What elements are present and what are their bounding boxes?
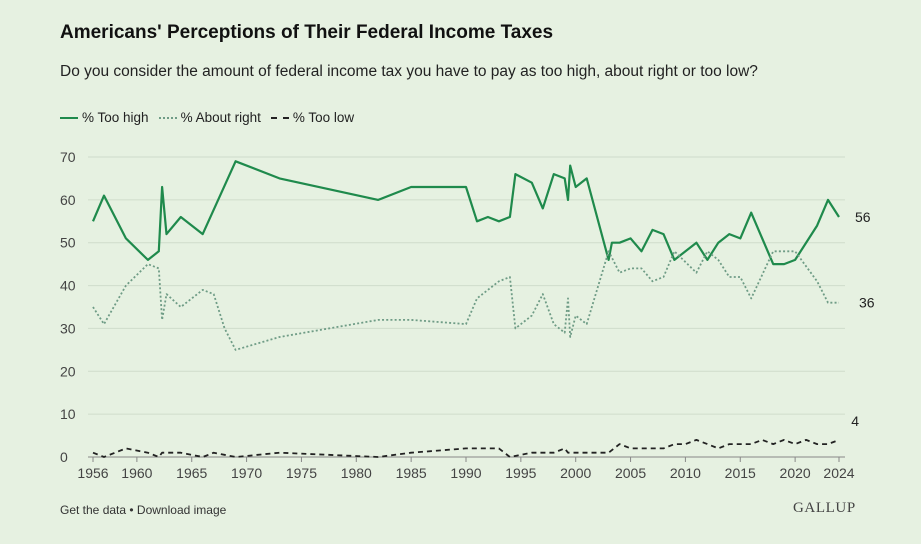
x-tick-label-2024: 2024 — [823, 465, 854, 481]
x-tick-label-1975: 1975 — [286, 465, 317, 481]
chart-subtitle: Do you consider the amount of federal in… — [60, 63, 758, 80]
legend-swatch-dashed — [270, 116, 289, 119]
y-tick-label-60: 60 — [60, 192, 76, 208]
legend-item-about-right: % About right — [158, 110, 261, 125]
end-label-too-high: 56 — [855, 209, 871, 225]
x-tick-label-2005: 2005 — [615, 465, 646, 481]
y-tick-label-40: 40 — [60, 278, 76, 294]
x-tick-label-1985: 1985 — [396, 465, 427, 481]
x-tick-label-2020: 2020 — [780, 465, 811, 481]
legend-label-too-low: % Too low — [292, 110, 355, 125]
legend-label-about-right: % About right — [180, 110, 261, 125]
legend-item-too-high: % Too high — [60, 110, 149, 125]
y-tick-label-0: 0 — [60, 449, 68, 465]
legend-item-too-low: % Too low — [270, 110, 355, 125]
end-label-too-low: 4 — [851, 413, 859, 429]
footer-links: Get the data • Download image — [60, 503, 226, 517]
x-tick-label-2000: 2000 — [560, 465, 591, 481]
legend-swatch-dotted — [158, 116, 177, 119]
y-tick-label-30: 30 — [60, 320, 76, 336]
gallup-logo: GALLUP — [793, 500, 856, 516]
x-tick-label-2010: 2010 — [670, 465, 701, 481]
x-tick-label-1980: 1980 — [341, 465, 372, 481]
x-tick-label-1956: 1956 — [77, 465, 108, 481]
legend: % Too high % About right % Too low — [60, 110, 364, 125]
series-line-about-right — [92, 250, 839, 351]
legend-swatch-solid — [60, 116, 78, 119]
x-tick-label-1995: 1995 — [505, 465, 536, 481]
series-line-too-high — [91, 160, 840, 266]
y-tick-label-20: 20 — [60, 363, 76, 379]
footer-separator: • — [126, 503, 137, 517]
get-data-link[interactable]: Get the data — [60, 503, 127, 517]
x-tick-label-1990: 1990 — [450, 465, 481, 481]
legend-label-too-high: % Too high — [82, 110, 149, 125]
y-tick-label-10: 10 — [60, 406, 76, 422]
y-tick-label-50: 50 — [60, 235, 76, 251]
chart-title: Americans' Perceptions of Their Federal … — [60, 22, 554, 43]
download-image-link[interactable]: Download image — [136, 503, 227, 517]
x-tick-label-2015: 2015 — [725, 465, 756, 481]
x-tick-label-1965: 1965 — [176, 465, 207, 481]
x-tick-label-1960: 1960 — [121, 465, 152, 481]
end-label-about-right: 36 — [859, 295, 875, 311]
series-line-too-low — [92, 439, 840, 458]
y-tick-label-70: 70 — [60, 149, 76, 165]
x-tick-label-1970: 1970 — [231, 465, 262, 481]
